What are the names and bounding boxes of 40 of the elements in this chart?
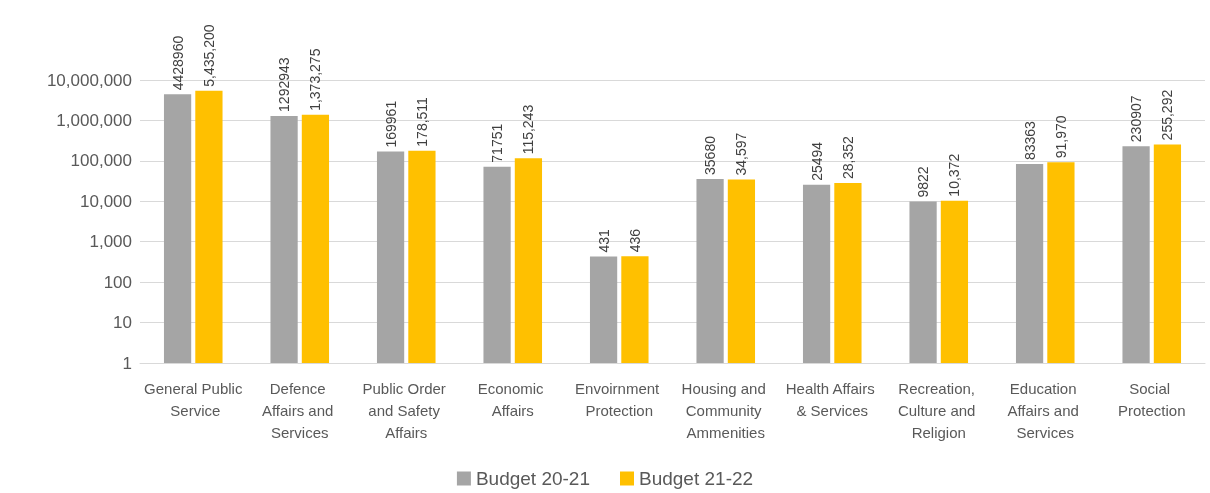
x-tick-label: Envoirnment Protection: [575, 379, 664, 419]
y-tick-label: 10: [113, 313, 132, 333]
data-label: 255,292: [1159, 89, 1176, 141]
data-label: 1,373,275: [307, 48, 324, 111]
data-label: 25494: [808, 141, 825, 181]
data-label: 9822: [915, 166, 932, 198]
data-label: 115,243: [520, 104, 537, 155]
data-label: 169961: [382, 100, 399, 148]
y-tick-label: 10,000,000: [46, 70, 132, 90]
x-tick-label: Social Protection: [1117, 379, 1186, 419]
x-tick-label: Defence Affairs and Services: [261, 379, 338, 441]
data-label: 91,970: [1052, 115, 1069, 159]
data-label: 35680: [702, 135, 719, 175]
data-label: 178,511: [413, 96, 430, 147]
legend-label: Budget 20-21: [475, 468, 590, 489]
x-tick-label: Economic Affairs: [477, 379, 548, 419]
y-tick-label: 1: [122, 353, 132, 373]
y-tick-label: 10,000: [80, 191, 132, 211]
y-tick-label: 100,000: [70, 151, 132, 171]
data-label: 71751: [489, 123, 506, 163]
data-label: 34,597: [733, 132, 750, 176]
data-label: 4428960: [169, 35, 186, 91]
data-label: 1292943: [276, 57, 293, 112]
legend-label: Budget 21-22: [639, 468, 754, 489]
data-label: 431: [595, 228, 612, 253]
data-label: 5,435,200: [200, 24, 217, 87]
x-tick-label: Health Affairs & Services: [785, 379, 879, 419]
data-label: 28,352: [839, 135, 856, 179]
data-label: 10,372: [946, 153, 963, 197]
x-tick-label: Housing and Community Ammenities: [681, 379, 770, 441]
x-tick-label: Public Order and Safety Affairs: [362, 379, 451, 441]
y-tick-label: 1,000,000: [56, 110, 132, 130]
data-label: 83363: [1021, 120, 1038, 161]
y-tick-label: 1,000: [89, 232, 132, 252]
x-tick-label: General Public Service: [144, 379, 243, 419]
data-label: 230907: [1128, 95, 1145, 143]
y-tick-label: 100: [103, 272, 132, 292]
x-tick-label: Recreation, Culture and Religion: [897, 379, 980, 441]
x-tick-label: Education Affairs and Services: [1007, 379, 1084, 441]
data-label: 436: [626, 228, 643, 253]
